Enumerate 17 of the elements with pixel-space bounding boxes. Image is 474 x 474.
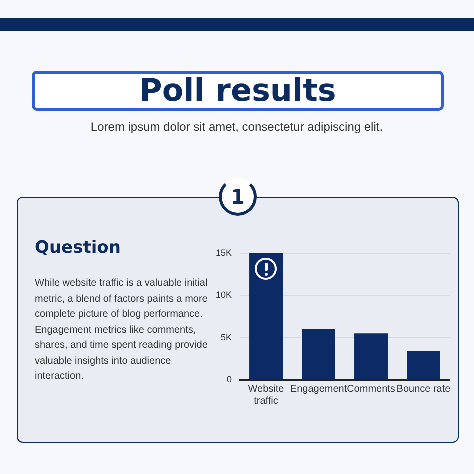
text: While website traffic is a valuable initial metric, a blend of factors paints a more complete picture of blog performance. Engagement metrics like comments, shares, and time spent reading provide valuable insights into audience interaction. bbox=[35, 277, 209, 384]
text: 1 bbox=[219, 178, 257, 216]
x-tick-label: Comments bbox=[347, 384, 396, 395]
bar bbox=[250, 253, 283, 380]
x-tick-label: Website traffic bbox=[248, 384, 285, 407]
bar bbox=[407, 351, 440, 380]
y-tick-label: 10K bbox=[216, 290, 232, 300]
y-tick-label: 0 bbox=[227, 374, 232, 384]
x-tick-label: Engagement bbox=[290, 384, 348, 395]
text: Question bbox=[35, 238, 121, 258]
bar bbox=[302, 329, 336, 380]
y-tick-label: 15K bbox=[216, 248, 232, 258]
chart-subtitle: Lorem ipsum dolor sit amet, consectetur adipiscing elit. bbox=[90, 120, 384, 134]
bar bbox=[354, 334, 388, 380]
chart-title: Poll results bbox=[32, 71, 444, 111]
y-tick-label: 5K bbox=[221, 332, 232, 342]
x-tick-label: Bounce rate bbox=[396, 384, 452, 395]
